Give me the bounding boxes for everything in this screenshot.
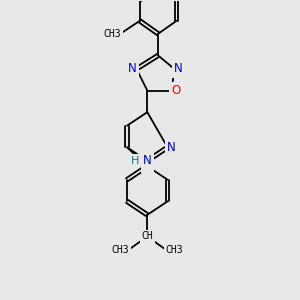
Text: N: N	[174, 62, 183, 75]
Text: CH3: CH3	[166, 245, 183, 255]
Text: CH3: CH3	[103, 29, 121, 39]
Text: CH3: CH3	[112, 245, 129, 255]
Text: N: N	[143, 158, 152, 171]
Text: O: O	[171, 84, 180, 97]
Text: N: N	[167, 141, 176, 154]
Text: N: N	[128, 62, 137, 75]
Text: H: H	[131, 156, 139, 166]
Text: N: N	[143, 154, 152, 167]
Text: CH: CH	[141, 232, 153, 242]
